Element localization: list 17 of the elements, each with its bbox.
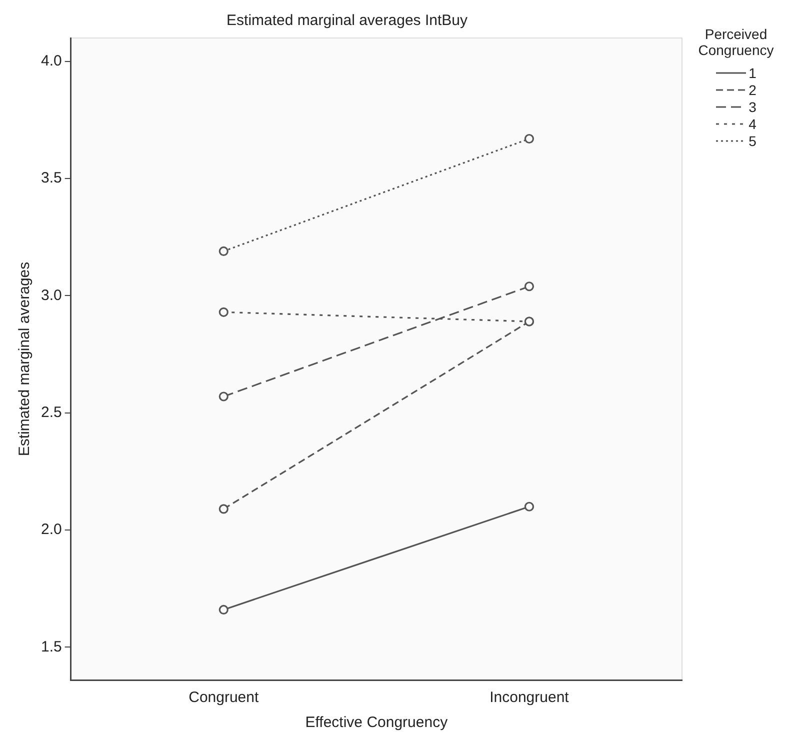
x-tick-label: Incongruent <box>490 689 570 706</box>
legend-title: Perceived Congruency <box>697 26 775 58</box>
x-axis-title: Effective Congruency <box>305 714 448 732</box>
y-tick-label: 1.5 <box>40 638 62 656</box>
y-tick-label: 2.0 <box>40 521 62 538</box>
y-tick-label: 2.5 <box>40 404 62 422</box>
y-tick-label: 3.5 <box>40 170 62 187</box>
chart-title: Estimated marginal averages IntBuy <box>226 12 468 30</box>
y-tick-label: 3.0 <box>40 286 62 304</box>
legend-label: 3 <box>748 98 756 114</box>
y-tick-label: 4.0 <box>40 52 62 70</box>
legend-label: 2 <box>748 82 756 98</box>
legend-label: 4 <box>748 116 756 132</box>
y-axis-title: Estimated marginal averages <box>16 262 34 456</box>
legend-label: 5 <box>748 132 756 148</box>
x-tick-label: Congruent <box>188 689 260 706</box>
legend-label: 1 <box>748 64 756 80</box>
